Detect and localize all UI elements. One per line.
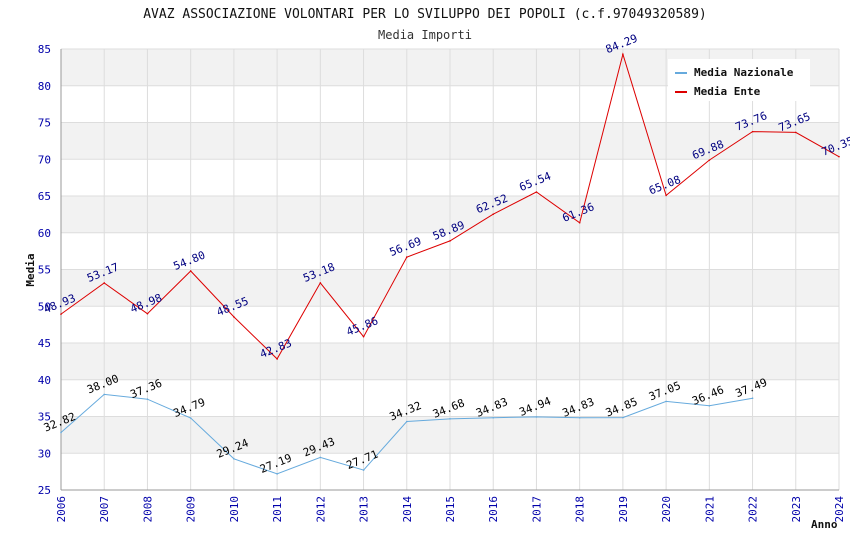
data-point	[276, 473, 278, 475]
data-point	[189, 417, 192, 419]
x-tick-label: 2020	[660, 496, 673, 523]
data-point	[794, 131, 797, 134]
y-tick-label: 65	[38, 190, 51, 203]
data-point	[708, 159, 711, 161]
data-point	[233, 458, 235, 460]
gridlines	[60, 48, 840, 491]
x-tick-label: 2022	[747, 496, 760, 523]
data-label: 56.69	[388, 235, 424, 259]
x-tick-label: 2024	[833, 496, 846, 523]
data-point	[708, 404, 711, 407]
x-tick-label: 2006	[55, 496, 68, 523]
data-label: 34.94	[517, 394, 553, 419]
data-point	[578, 416, 581, 419]
data-point	[362, 469, 365, 471]
x-tick-labels: 2006 2007 2008 2009 2010 2011 2012 2013 2014 2015…	[55, 496, 846, 523]
x-tick-label: 2012	[314, 496, 327, 523]
data-point	[146, 312, 149, 315]
data-point	[233, 316, 235, 318]
data-point	[103, 282, 106, 284]
data-point	[535, 191, 538, 193]
y-tick-label: 40	[38, 374, 51, 387]
chart-subtitle: Media Importi	[378, 28, 472, 42]
data-label: 37.36	[128, 377, 164, 401]
data-point	[319, 282, 322, 284]
x-tick-label: 2021	[703, 496, 716, 523]
data-point	[622, 416, 624, 419]
y-tick-label: 50	[38, 300, 51, 313]
data-point	[751, 130, 754, 133]
data-point	[405, 420, 408, 423]
legend-label: Media Ente	[694, 85, 761, 98]
x-tick-label: 2008	[141, 496, 154, 523]
data-point	[449, 240, 451, 242]
y-tick-label: 70	[38, 153, 51, 166]
x-tick-label: 2017	[530, 496, 543, 523]
y-tick-label: 25	[38, 484, 51, 497]
series-lines	[60, 52, 840, 475]
y-tick-label: 85	[38, 43, 51, 56]
data-label: 65.54	[517, 169, 553, 194]
data-point	[751, 397, 754, 399]
data-point	[60, 431, 62, 434]
data-label: 65.08	[647, 173, 683, 197]
chart-title: AVAZ ASSOCIAZIONE VOLONTARI PER LO SVILU…	[143, 7, 707, 22]
data-label: 37.05	[647, 379, 683, 403]
data-point	[578, 221, 581, 224]
y-tick-label: 75	[38, 117, 51, 130]
x-tick-label: 2009	[185, 496, 198, 523]
data-point	[838, 155, 840, 158]
x-tick-label: 2010	[228, 496, 241, 523]
data-point	[146, 398, 149, 400]
data-label: 48.93	[42, 292, 78, 316]
data-point	[622, 53, 624, 56]
x-tick-label: 2013	[358, 496, 371, 523]
y-tick-label: 45	[38, 337, 51, 350]
x-tick-label: 2023	[790, 496, 803, 523]
data-point	[535, 416, 538, 418]
y-tick-labels: 25 30 35 40 45 50 55 60 65 70 75 80 85	[38, 43, 51, 497]
x-axis-title: Anno	[811, 518, 838, 531]
data-point	[665, 400, 667, 403]
data-label: 27.19	[258, 451, 294, 475]
x-tick-label: 2007	[98, 496, 111, 523]
y-tick-label: 80	[38, 80, 51, 93]
x-tick-label: 2018	[574, 496, 587, 523]
y-tick-label: 35	[38, 411, 51, 424]
data-point	[276, 358, 278, 360]
data-point	[405, 256, 408, 258]
data-point	[492, 416, 495, 419]
y-tick-label: 55	[38, 264, 51, 277]
legend-label: Media Nazionale	[694, 66, 794, 79]
x-tick-label: 2016	[487, 496, 500, 523]
data-label: 34.85	[604, 395, 640, 419]
data-point	[60, 313, 62, 315]
legend-box	[668, 59, 810, 101]
data-point	[319, 456, 322, 459]
data-point	[362, 335, 365, 338]
legend: Media Nazionale Media Ente	[668, 59, 810, 101]
data-point	[189, 270, 192, 272]
data-point	[665, 194, 667, 197]
data-point	[492, 213, 495, 216]
y-axis-title: Media	[24, 253, 37, 286]
x-tick-label: 2014	[401, 496, 414, 523]
data-point	[449, 418, 451, 420]
y-tick-label: 30	[38, 447, 51, 460]
data-point	[103, 393, 106, 396]
x-tick-label: 2011	[271, 496, 284, 523]
axes	[60, 49, 839, 491]
x-tick-label: 2015	[444, 496, 457, 523]
y-tick-label: 60	[38, 227, 51, 240]
x-tick-label: 2019	[617, 496, 630, 523]
